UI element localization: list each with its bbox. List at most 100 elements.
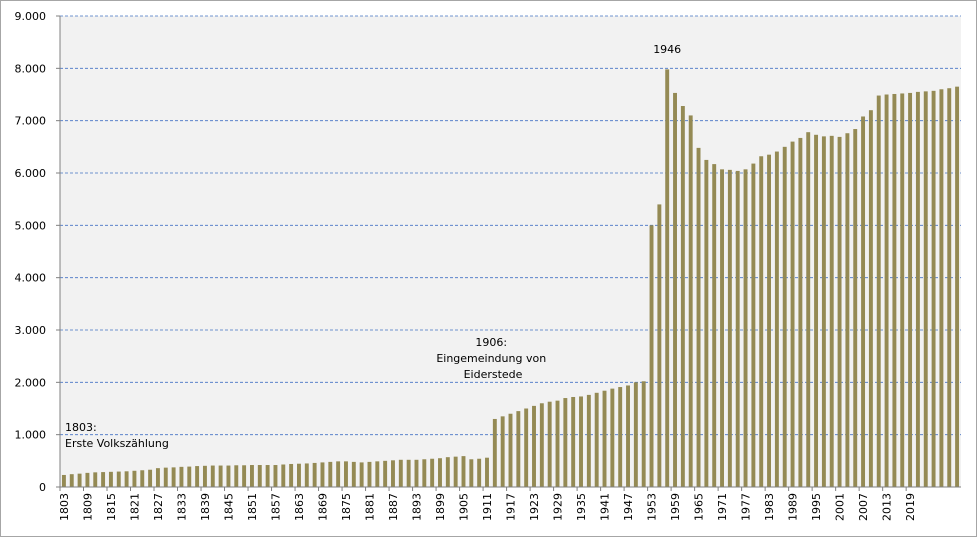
- bar: [743, 169, 748, 487]
- bar: [391, 460, 395, 487]
- bar: [853, 129, 858, 488]
- bar: [69, 474, 74, 487]
- x-tick-label: 1851: [246, 493, 259, 521]
- bar: [602, 390, 607, 487]
- gridlines: [60, 15, 961, 436]
- bar: [539, 403, 544, 487]
- x-tick-label: 1917: [505, 493, 518, 521]
- bar: [124, 471, 129, 487]
- bar: [61, 474, 66, 487]
- bar: [649, 225, 654, 488]
- bar: [375, 461, 380, 487]
- bar: [492, 418, 497, 487]
- bar: [108, 471, 113, 487]
- y-tick-label: 6.000: [15, 167, 47, 180]
- annotation-1803-line-1: 1803:: [65, 421, 97, 434]
- bar: [704, 159, 709, 487]
- x-tick-label: 1839: [199, 493, 212, 521]
- bar: [226, 465, 231, 487]
- bar: [116, 471, 121, 487]
- x-tick-label: 2019: [904, 493, 917, 521]
- bar: [328, 461, 333, 487]
- y-tick-label: 8.000: [15, 62, 47, 75]
- x-tick-label: 1803: [58, 493, 71, 521]
- x-tick-label: 1959: [669, 493, 682, 521]
- bar: [939, 89, 944, 488]
- y-tick-label: 9.000: [15, 10, 47, 23]
- annotation-1946: 1946: [653, 43, 681, 56]
- bar: [829, 135, 834, 488]
- annotation-1946-line-1: 1946: [653, 43, 681, 56]
- x-tick-label: 1887: [387, 493, 400, 521]
- bar: [626, 385, 630, 487]
- x-tick-label: 2001: [834, 493, 847, 521]
- x-tick-label: 1821: [128, 493, 141, 521]
- bar: [312, 462, 317, 487]
- y-tick-label: 3.000: [15, 324, 47, 337]
- bar: [876, 95, 881, 488]
- x-tick-label: 2007: [857, 493, 870, 521]
- bar: [77, 473, 82, 487]
- bar: [665, 69, 670, 487]
- bar: [179, 466, 184, 487]
- plot-area: [60, 16, 961, 487]
- bar: [524, 408, 529, 487]
- bar: [798, 137, 803, 488]
- x-tick-label: 1965: [693, 493, 706, 521]
- bar: [202, 465, 207, 487]
- bar: [438, 458, 442, 487]
- x-tick-label: 1941: [599, 493, 612, 521]
- x-tick-label: 1881: [363, 493, 376, 521]
- bar: [469, 459, 474, 487]
- bar: [563, 398, 568, 487]
- bar: [234, 465, 239, 487]
- bar: [320, 462, 325, 487]
- bar: [500, 416, 505, 487]
- annotation-1906: 1906: Eingemeindung von Eiderstede: [436, 336, 549, 381]
- bar: [657, 204, 662, 487]
- bar: [908, 92, 913, 488]
- bar: [101, 472, 106, 487]
- bar: [398, 459, 403, 487]
- annotation-1906-line-1: 1906:: [475, 336, 507, 349]
- bar: [249, 465, 254, 487]
- bar: [461, 456, 466, 487]
- y-tick-label: 5.000: [15, 219, 47, 232]
- x-tick-label: 1947: [622, 493, 635, 521]
- bar: [884, 94, 889, 487]
- x-tick-label: 1905: [457, 493, 470, 521]
- bar: [806, 132, 811, 487]
- bar: [735, 170, 740, 487]
- bar: [547, 401, 552, 487]
- bar: [218, 465, 223, 487]
- x-tick-label: 2013: [881, 493, 894, 521]
- bar: [774, 151, 779, 487]
- bar: [289, 463, 294, 487]
- bar: [195, 466, 200, 487]
- annotation-1906-line-2: Eingemeindung von: [436, 352, 546, 365]
- y-tick-label: 4.000: [15, 272, 47, 285]
- x-tick-label: 1995: [810, 493, 823, 521]
- y-tick-label: 1.000: [15, 429, 47, 442]
- bar: [304, 463, 309, 487]
- x-tick-label: 1833: [175, 493, 188, 521]
- x-tick-label: 1971: [716, 493, 729, 521]
- bar: [814, 134, 819, 487]
- y-tick-labels: 0 1.000 2.000 3.000 4.000 5.000 6.000 7.000 8.00…: [15, 10, 47, 494]
- bar: [727, 169, 732, 488]
- bar: [900, 93, 905, 487]
- bar: [187, 466, 192, 487]
- bar: [633, 382, 638, 487]
- bar: [297, 463, 301, 487]
- bar: [610, 388, 615, 487]
- bar: [242, 465, 247, 487]
- bar: [445, 457, 450, 487]
- bar: [586, 394, 591, 487]
- x-tick-label: 1863: [293, 493, 306, 521]
- bar: [571, 396, 576, 487]
- bar: [861, 116, 866, 487]
- x-tick-label: 1845: [222, 493, 235, 521]
- bar: [430, 458, 435, 487]
- bar: [359, 462, 364, 487]
